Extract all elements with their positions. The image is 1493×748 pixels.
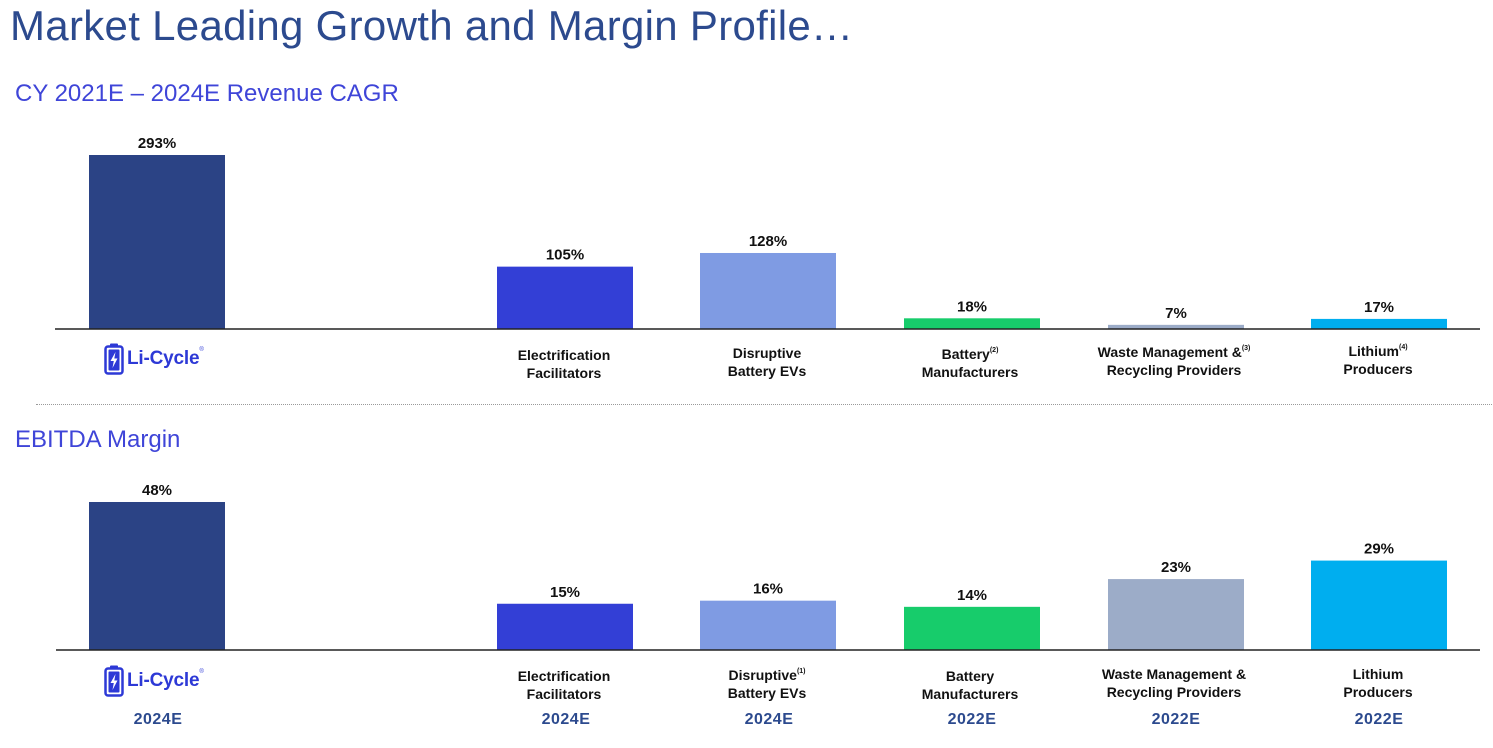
data-label: 48% [142, 482, 172, 499]
ebitda-margin-title: EBITDA Margin [15, 426, 181, 453]
licycle-logo: Li-Cycle ® [104, 343, 204, 375]
year-label: 2022E [1354, 711, 1404, 728]
bar [1311, 560, 1447, 650]
logo-trademark: ® [199, 669, 204, 675]
data-label: 128% [749, 233, 787, 250]
year-label: 2024E [133, 711, 183, 728]
bar [89, 502, 225, 650]
battery-bolt-icon [104, 665, 124, 697]
data-label: 14% [957, 587, 987, 604]
bar [497, 266, 633, 329]
bar [497, 603, 633, 650]
battery-bolt-icon [104, 343, 124, 375]
revenue-cagr-title: CY 2021E – 2024E Revenue CAGR [15, 80, 399, 107]
bar [89, 155, 225, 329]
bar [1108, 579, 1244, 650]
category-label: Disruptive Battery EVs [727, 345, 807, 379]
logo-text: Li-Cycle [127, 348, 200, 369]
year-label: 2022E [1151, 711, 1201, 728]
logo-trademark: ® [199, 347, 204, 353]
revenue-cagr-chart: 293% 105% 128% 18% 7% 17% [55, 135, 1480, 330]
bar [904, 606, 1040, 650]
bar [904, 318, 1040, 329]
category-label: Waste Management & Recycling Providers [1101, 666, 1247, 700]
page-title: Market Leading Growth and Margin Profile… [10, 2, 854, 49]
bar [700, 600, 836, 650]
logo-text: Li-Cycle [127, 670, 200, 691]
category-label: Battery Manufacturers [921, 668, 1019, 702]
category-label: Battery(2) Manufacturers [921, 346, 1019, 380]
data-label: 105% [546, 247, 584, 264]
data-label: 29% [1364, 541, 1394, 558]
data-label: 18% [957, 298, 987, 315]
data-label: 7% [1165, 305, 1187, 322]
category-label: Waste Management &(3) Recycling Providers [1097, 344, 1251, 378]
category-label: Electrification Facilitators [517, 347, 611, 381]
year-label: 2022E [947, 711, 997, 728]
licycle-logo: Li-Cycle ® [104, 665, 204, 697]
bar [700, 252, 836, 329]
data-label: 23% [1161, 559, 1191, 576]
year-label: 2024E [541, 711, 591, 728]
ebitda-margin-chart: 48% 15% 16% 14% 23% 29% [56, 482, 1480, 651]
category-label: Electrification Facilitators [517, 668, 611, 702]
category-label: Lithium Producers [1343, 666, 1413, 700]
data-label: 15% [550, 584, 580, 601]
section-divider [36, 404, 1492, 405]
data-label: 16% [753, 581, 783, 598]
data-label: 293% [138, 135, 176, 152]
category-label: Disruptive(1) Battery EVs [727, 667, 807, 701]
category-label: Lithium(4) Producers [1343, 343, 1413, 377]
data-label: 17% [1364, 299, 1394, 316]
bar [1108, 324, 1244, 329]
year-label: 2024E [744, 711, 794, 728]
bar [1311, 318, 1447, 329]
